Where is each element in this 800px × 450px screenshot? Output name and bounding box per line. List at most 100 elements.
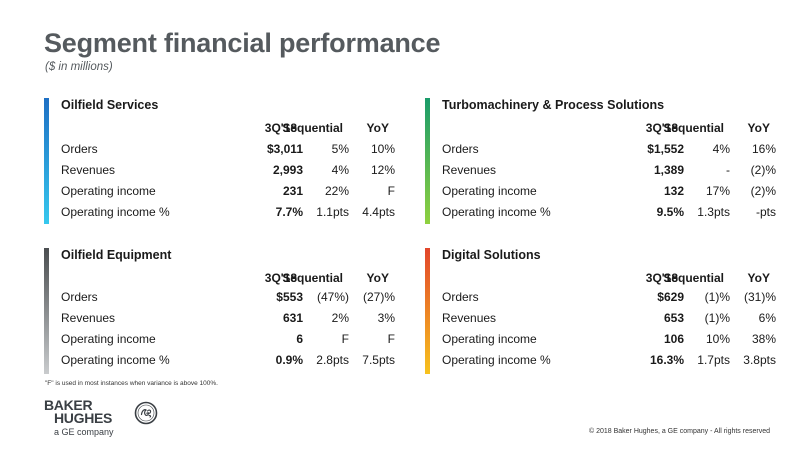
row-label: Operating income % — [61, 353, 170, 367]
cell-sequential: (1)% — [704, 311, 730, 325]
logo-line-1: BAKER — [44, 397, 93, 413]
cell-quarter: 7.7% — [275, 205, 303, 219]
row-label: Operating income % — [442, 205, 551, 219]
cell-sequential: - — [726, 163, 730, 177]
row-label: Revenues — [61, 163, 116, 177]
row-label: Orders — [61, 290, 98, 304]
company-logo: BAKER HUGHES a GE company — [44, 397, 164, 441]
column-header-quarter: 3Q'18 — [645, 121, 678, 135]
cell-sequential: (47%) — [316, 290, 349, 304]
cell-sequential: 2% — [331, 311, 349, 325]
row-label: Revenues — [442, 311, 497, 325]
cell-yoy: F — [387, 332, 395, 346]
cell-yoy: 16% — [751, 142, 776, 156]
table-row: Operating income % 9.5% 1.3pts -pts — [442, 205, 776, 226]
copyright-notice: © 2018 Baker Hughes, a GE company - All … — [588, 428, 770, 435]
cell-yoy: 38% — [751, 332, 776, 346]
column-header-sequential: Sequential — [282, 271, 343, 285]
table-row: Revenues 631 2% 3% — [61, 311, 395, 332]
row-label: Orders — [442, 142, 479, 156]
cell-quarter: $553 — [276, 290, 303, 304]
column-header-quarter: 3Q'18 — [264, 121, 297, 135]
cell-sequential: (1)% — [704, 290, 730, 304]
row-label: Operating income — [442, 184, 537, 198]
cell-yoy: -pts — [755, 205, 776, 219]
table-row: Operating income % 16.3% 1.7pts 3.8pts — [442, 353, 776, 374]
cell-quarter: 132 — [663, 184, 684, 198]
segment-title: Oilfield Services — [61, 98, 159, 112]
footnote: "F" is used in most instances when varia… — [45, 380, 218, 387]
cell-quarter: $1,552 — [647, 142, 684, 156]
cell-quarter: 653 — [663, 311, 684, 325]
segment-panel-oilfield-equipment: Oilfield Equipment 3Q'18 Sequential YoY … — [44, 248, 395, 374]
segment-title: Oilfield Equipment — [61, 248, 172, 262]
column-header-sequential: Sequential — [663, 121, 724, 135]
segment-color-bar — [44, 248, 49, 374]
row-label: Operating income — [61, 184, 156, 198]
cell-sequential: 22% — [324, 184, 349, 198]
cell-yoy: 10% — [370, 142, 395, 156]
table-row: Revenues 1,389 - (2)% — [442, 163, 776, 184]
segment-title: Digital Solutions — [442, 248, 541, 262]
segment-panel-digital-solutions: Digital Solutions 3Q'18 Sequential YoY O… — [425, 248, 776, 374]
table-row: Revenues 2,993 4% 12% — [61, 163, 395, 184]
cell-sequential: 1.1pts — [316, 205, 349, 219]
column-header-yoy: YoY — [366, 121, 389, 135]
table-row: Orders $629 (1)% (31)% — [442, 290, 776, 311]
row-label: Revenues — [442, 163, 497, 177]
row-label: Revenues — [61, 311, 116, 325]
logo-line-2: HUGHES — [54, 410, 113, 426]
segment-color-bar — [44, 98, 49, 224]
column-header-yoy: YoY — [366, 271, 389, 285]
cell-quarter: 631 — [282, 311, 303, 325]
page-subtitle: ($ in millions) — [45, 61, 113, 73]
ge-monogram-icon — [134, 401, 158, 425]
cell-quarter: 106 — [663, 332, 684, 346]
row-label: Operating income — [61, 332, 156, 346]
cell-sequential: 1.3pts — [697, 205, 730, 219]
cell-yoy: (2)% — [750, 163, 776, 177]
column-header-sequential: Sequential — [282, 121, 343, 135]
table-row: Operating income 132 17% (2)% — [442, 184, 776, 205]
table-row: Revenues 653 (1)% 6% — [442, 311, 776, 332]
table-row: Operating income 6 F F — [61, 332, 395, 353]
cell-sequential: 17% — [705, 184, 730, 198]
cell-quarter: 2,993 — [272, 163, 303, 177]
cell-yoy: (31)% — [743, 290, 776, 304]
cell-yoy: 3% — [377, 311, 395, 325]
column-header-quarter: 3Q'18 — [645, 271, 678, 285]
segment-panel-turbomachinery: Turbomachinery & Process Solutions 3Q'18… — [425, 98, 776, 226]
segment-color-bar — [425, 248, 430, 374]
page-title: Segment financial performance — [44, 28, 441, 58]
column-header-quarter: 3Q'18 — [264, 271, 297, 285]
segment-color-bar — [425, 98, 430, 224]
row-label: Orders — [61, 142, 98, 156]
row-label: Operating income — [442, 332, 537, 346]
table-row: Operating income % 0.9% 2.8pts 7.5pts — [61, 353, 395, 374]
row-label: Orders — [442, 290, 479, 304]
column-header-yoy: YoY — [747, 271, 770, 285]
table-row: Operating income 231 22% F — [61, 184, 395, 205]
cell-quarter: 1,389 — [653, 163, 684, 177]
cell-yoy: 7.5pts — [362, 353, 395, 367]
cell-sequential: 4% — [712, 142, 730, 156]
cell-sequential: 4% — [331, 163, 349, 177]
cell-sequential: 2.8pts — [316, 353, 349, 367]
cell-quarter: $629 — [657, 290, 684, 304]
cell-quarter: 6 — [296, 332, 303, 346]
row-label: Operating income % — [61, 205, 170, 219]
row-label: Operating income % — [442, 353, 551, 367]
cell-yoy: 12% — [370, 163, 395, 177]
column-header-sequential: Sequential — [663, 271, 724, 285]
cell-yoy: (2)% — [750, 184, 776, 198]
segment-title: Turbomachinery & Process Solutions — [442, 98, 665, 112]
cell-sequential: F — [341, 332, 349, 346]
cell-yoy: 3.8pts — [743, 353, 776, 367]
logo-subtitle: a GE company — [54, 427, 114, 437]
cell-quarter: 231 — [282, 184, 303, 198]
table-row: Orders $553 (47%) (27)% — [61, 290, 395, 311]
cell-sequential: 5% — [331, 142, 349, 156]
cell-yoy: (27)% — [362, 290, 395, 304]
logo-wordmark: BAKER HUGHES — [44, 397, 113, 426]
cell-quarter: 16.3% — [649, 353, 684, 367]
